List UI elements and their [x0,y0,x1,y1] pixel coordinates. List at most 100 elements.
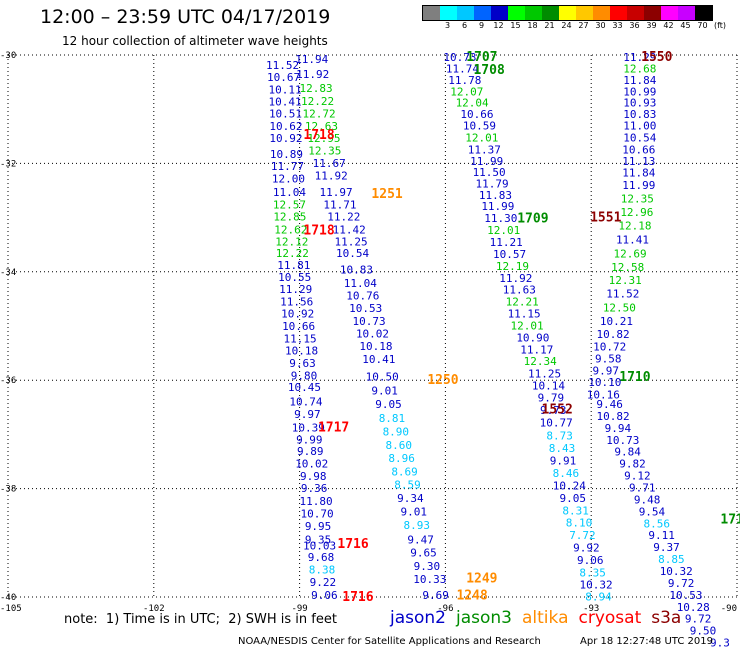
color-scale-label: 39 [646,21,657,30]
wave-height-label: 8.93 [403,519,430,532]
wave-height-label: 12.35 [308,144,341,157]
color-scale-swatch [457,6,474,20]
wave-height-label: 11.13 [622,155,655,168]
wave-height-label: 9.01 [371,384,398,397]
color-scale-label: 12 [493,21,504,30]
lon-tick-label: -102 [143,604,165,614]
wave-height-label: 8.10 [566,517,593,530]
wave-height-label: 11.04 [344,277,377,290]
wave-height-label: 12.85 [273,211,306,224]
lon-tick-label: -99 [291,604,307,614]
wave-height-label: 10.18 [359,340,392,353]
wave-height-label: 10.02 [295,458,328,471]
wave-height-label: 10.14 [532,380,565,393]
wave-height-label: 10.32 [660,565,693,578]
wave-height-label: 9.97 [593,364,620,377]
wave-height-label: 12.35 [621,193,654,206]
wave-height-label: 10.50 [366,370,399,383]
wave-height-label: 9.58 [595,353,622,366]
wave-height-label: 12.96 [620,206,653,219]
wave-height-label: 8.31 [562,504,589,517]
wave-height-label: 9.91 [550,454,577,467]
color-scale-label: 9 [478,21,485,30]
lat-tick-label: -32 [0,159,16,169]
wave-height-label: 11.04 [273,186,306,199]
wave-height-label: 11.29 [279,283,312,296]
color-scale-swatch [440,6,457,20]
wave-height-label: 9.94 [605,422,632,435]
track-id-label: 1716 [337,537,368,552]
legend-item-altika: altika [522,608,569,628]
wave-height-label: 9.05 [559,492,586,505]
lat-tick-label: -38 [0,485,16,495]
wave-height-label: 11.83 [479,189,512,202]
wave-height-label: 11.15 [508,308,541,321]
wave-height-label: 12.00 [272,173,305,186]
wave-height-label: 11.42 [333,224,366,237]
color-scale-label: 30 [595,21,606,30]
wave-height-label: 10.32 [579,579,612,592]
wave-height-label: 9.98 [300,470,327,483]
color-scale-swatch [508,6,525,20]
wave-height-label: 11.84 [623,74,656,87]
wave-height-label: 10.02 [356,328,389,341]
wave-height-label: 10.67 [267,71,300,84]
wave-height-label: 9.22 [310,576,337,589]
wave-height-label: 10.66 [460,108,493,121]
wave-height-label: 12.18 [618,220,651,233]
color-scale-label: 45 [680,21,691,30]
wave-height-label: 11.29 [623,51,656,64]
wave-height-label: 12.01 [487,224,520,237]
wave-height-label: 11.67 [313,157,346,170]
wave-height-label: 10.59 [463,119,496,132]
wave-height-label: 10.53 [669,589,702,602]
wave-height-label: 11.92 [296,68,329,81]
color-scale-label: 70 [697,21,708,30]
track-id-label: 1250 [427,373,458,388]
wave-height-label: 9.92 [573,542,600,555]
wave-height-label: 9.54 [639,505,666,518]
color-scale-label: 36 [629,21,640,30]
color-scale-swatch [644,6,661,20]
track-id-label: 1248 [456,588,487,603]
wave-height-label: 12.95 [307,132,340,145]
wave-height-label: 12.68 [623,63,656,76]
wave-height-label: 12.07 [450,85,483,98]
wave-height-label: 11.17 [520,343,553,356]
wave-height-label: 11.80 [300,495,333,508]
lat-tick-label: -36 [0,376,16,386]
wave-height-label: 9.68 [308,551,335,564]
wave-height-label: 11.50 [473,166,506,179]
legend-item-jason3: jason3 [456,608,512,628]
wave-height-label: 9.89 [297,445,324,458]
wave-height-label: 12.69 [614,247,647,260]
track-id-label: 171 [720,512,740,527]
wave-height-label: 9.72 [685,613,712,626]
track-id-label: 1708 [473,63,504,78]
longitude-labels: -105 -102 -99 -96 -93 -90 [0,604,737,614]
wave-height-label: 8.56 [644,517,671,530]
wave-height-label: 10.10 [588,376,621,389]
color-scale-label: 24 [561,21,572,30]
wave-height-label: 10.83 [340,264,373,277]
wave-height-label: 11.63 [503,284,536,297]
lon-tick-label: -93 [583,604,599,614]
wave-height-label: 10.51 [269,108,302,121]
wave-height-label: 8.46 [553,467,580,480]
wave-height-label: 11.78 [448,74,481,87]
track-id-label: 1550 [641,50,672,65]
lon-tick-label: -96 [437,604,453,614]
track-id-label: 1551 [590,211,621,226]
track-id-label: 1251 [371,187,402,202]
wave-height-label: 10.21 [600,315,633,328]
wave-height-label: 9.01 [401,505,428,518]
color-scale-label: 33 [612,21,623,30]
wave-height-label: 11.30 [484,212,517,225]
satellite-legend: jason2 jason3 altika cryosat s3a [390,608,691,628]
wave-height-values: 11.9411.5211.9210.6712.8310.1112.2210.41… [266,51,730,649]
wave-height-label: 9.12 [624,470,651,483]
wave-height-label: 9.71 [629,482,656,495]
track-id-label: 1710 [619,370,650,385]
color-scale-label: 6 [461,21,468,30]
